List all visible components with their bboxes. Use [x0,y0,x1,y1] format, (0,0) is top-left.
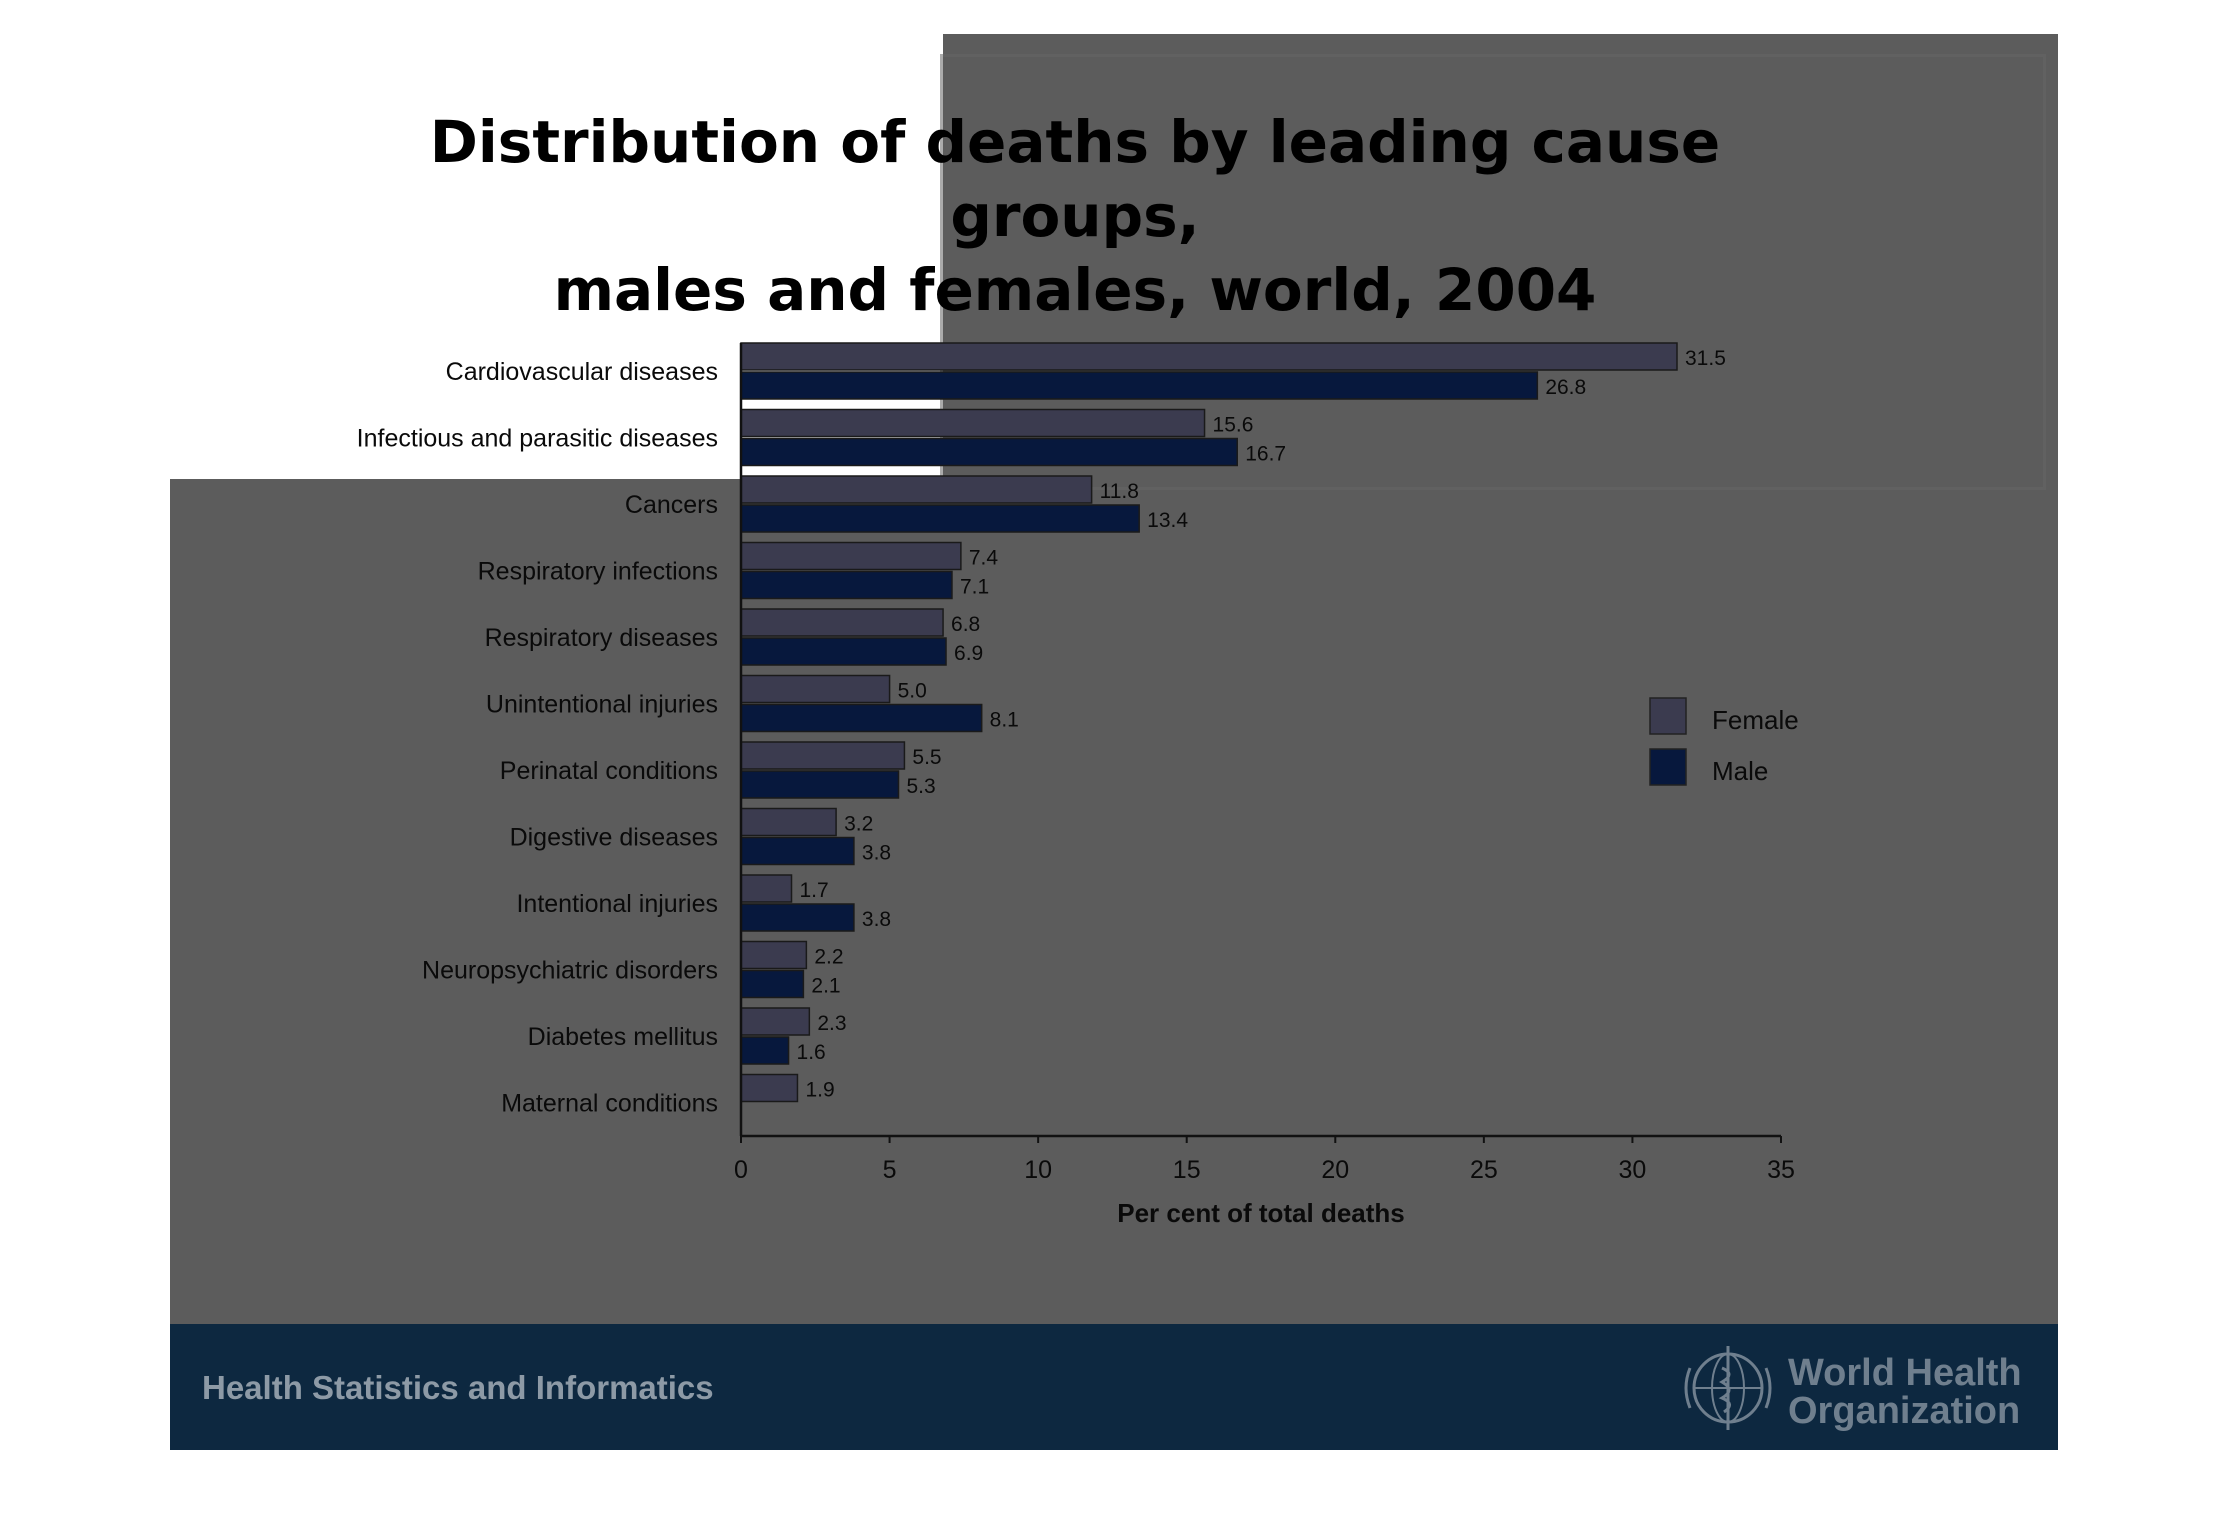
data-label-male: 13.4 [1147,509,1188,532]
bar-male [740,637,947,666]
category-label: Digestive diseases [510,824,718,852]
bar-male [740,504,1140,533]
bar-male [740,770,900,799]
legend-label-male: Male [1712,756,1768,786]
data-label-female: 2.2 [814,946,843,969]
bar-male [740,1036,790,1065]
data-label-female: 11.8 [1100,480,1139,503]
x-tick-label: 30 [1619,1156,1647,1184]
category-label: Cardiovascular diseases [446,358,718,386]
bar-female [740,1007,811,1036]
bar-male [740,903,855,932]
bar-female [740,741,906,770]
footer-text: Health Statistics and Informatics [202,1369,714,1406]
bar-male [740,570,953,600]
category-label: Unintentional injuries [486,691,718,719]
who-emblem-icon [1684,1346,1772,1430]
who-logo: World Health Organization [1678,1338,2038,1438]
data-label-male: 26.8 [1545,376,1586,399]
who-name: World Health Organization [1788,1354,2022,1430]
category-label: Maternal conditions [501,1090,718,1118]
bar-female [740,475,1093,504]
bar-male [740,836,855,866]
x-tick-label: 5 [883,1156,897,1184]
slide-title: Distribution of deaths by leading cause … [300,105,1850,327]
who-name-line-1: World Health [1788,1352,2022,1394]
category-label: Infectious and parasitic diseases [357,425,718,453]
slide-title-line-2: males and females, world, 2004 [553,256,1597,324]
legend-swatch-male [1649,748,1687,786]
data-label-male: 8.1 [990,709,1019,732]
data-label-male: 5.3 [906,775,935,798]
bar-female [740,874,793,903]
x-tick-label: 10 [1024,1156,1052,1184]
data-label-male: 3.8 [862,842,891,865]
data-label-female: 15.6 [1213,414,1254,437]
data-label-male: 16.7 [1245,443,1286,466]
bar-female [740,541,962,571]
category-label: Intentional injuries [516,890,718,918]
category-label: Cancers [625,491,718,519]
data-label-male: 1.6 [797,1041,826,1064]
data-label-female: 31.5 [1685,347,1726,370]
bar-male [740,437,1238,467]
slide-title-line-1: Distribution of deaths by leading cause … [429,108,1721,250]
category-label: Respiratory diseases [485,624,718,652]
bar-female [740,807,837,837]
slide-background [170,34,2058,1450]
x-tick-label: 15 [1173,1156,1201,1184]
data-label-female: 5.5 [912,746,941,769]
white-panel-left [170,34,583,478]
data-label-female: 6.8 [951,613,980,636]
data-label-male: 7.1 [960,576,989,599]
data-label-female: 7.4 [969,547,999,570]
bar-female [740,1073,799,1103]
category-label: Diabetes mellitus [528,1023,718,1051]
x-tick-label: 20 [1321,1156,1349,1184]
data-label-female: 5.0 [898,680,927,703]
category-label: Perinatal conditions [500,757,718,785]
bar-male [740,371,1539,400]
x-tick-label: 35 [1767,1156,1795,1184]
bar-female [740,342,1678,371]
category-label: Neuropsychiatric disorders [422,957,718,985]
bar-female [740,940,808,970]
bar-female [740,674,891,704]
bar-male [740,969,805,999]
bar-female [740,408,1206,438]
data-label-female: 2.3 [817,1012,846,1035]
data-label-male: 6.9 [954,642,983,665]
data-label-male: 3.8 [862,908,891,931]
x-axis-title: Per cent of total deaths [1117,1198,1405,1228]
data-label-female: 3.2 [844,813,873,836]
legend-swatch-female [1649,697,1687,735]
who-name-line-2: Organization [1788,1390,2021,1432]
bar-male [740,703,983,733]
bar-female [740,608,944,637]
world-map-watermark [940,54,2046,490]
x-tick-label: 0 [734,1156,748,1184]
data-label-female: 1.7 [800,879,829,902]
data-label-male: 2.1 [811,975,840,998]
x-tick-label: 25 [1470,1156,1498,1184]
legend-label-female: Female [1712,705,1799,735]
data-label-female: 1.9 [805,1079,834,1102]
category-label: Respiratory infections [478,558,718,586]
footer-bar: Health Statistics and Informatics World … [170,1324,2058,1450]
